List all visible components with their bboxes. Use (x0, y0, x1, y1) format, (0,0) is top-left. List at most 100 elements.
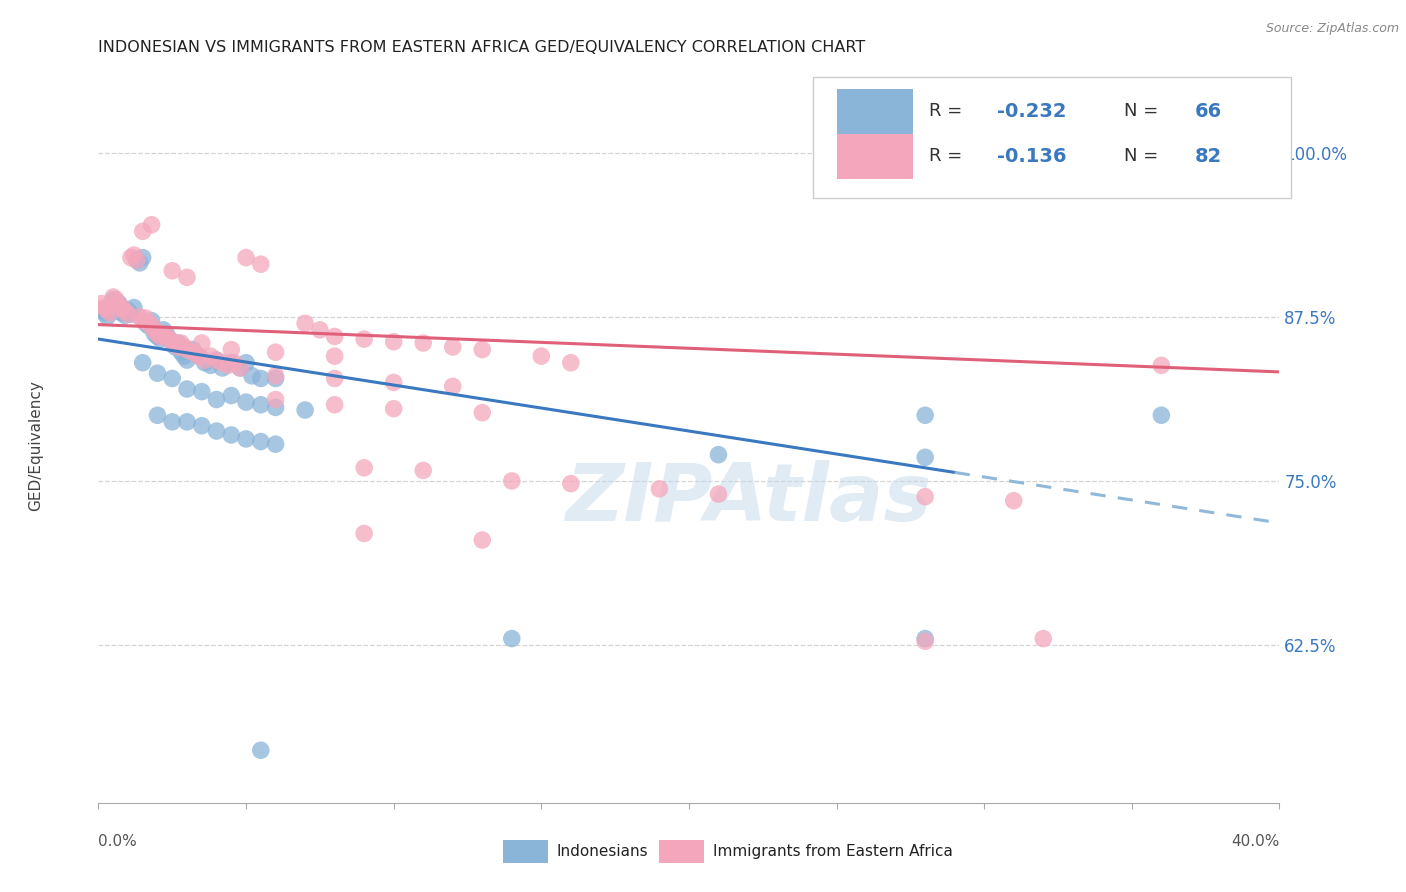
Point (250, 257, 273, 271)
Point (205, 392, 228, 407)
Point (221, 388, 243, 402)
Point (382, 334, 405, 349)
Point (132, 356, 155, 370)
Point (90, 303, 112, 318)
Text: INDONESIAN VS IMMIGRANTS FROM EASTERN AFRICA GED/EQUIVALENCY CORRELATION CHART: INDONESIAN VS IMMIGRANTS FROM EASTERN AF… (98, 40, 866, 55)
FancyBboxPatch shape (813, 77, 1291, 198)
Point (560, 356, 582, 370)
Point (191, 418, 214, 433)
Point (176, 343, 198, 357)
Point (114, 304, 136, 318)
Point (560, 476, 582, 491)
Point (125, 253, 148, 268)
Text: 40.0%: 40.0% (1232, 834, 1279, 849)
Point (382, 376, 405, 390)
Point (111, 301, 134, 315)
Text: R =: R = (929, 147, 967, 165)
Point (441, 379, 464, 393)
Point (122, 248, 145, 262)
Point (146, 326, 169, 341)
Point (1032, 632, 1054, 646)
Point (211, 361, 233, 376)
Point (132, 224, 155, 238)
Point (235, 356, 257, 370)
Point (914, 634, 936, 648)
Point (264, 368, 287, 383)
Point (264, 437, 287, 451)
Point (181, 345, 204, 359)
Text: N =: N = (1123, 147, 1164, 165)
Point (152, 323, 174, 337)
Point (103, 293, 125, 307)
Point (1150, 359, 1173, 373)
Point (250, 743, 273, 757)
Point (294, 403, 316, 417)
Point (914, 450, 936, 465)
Point (135, 311, 157, 326)
Point (707, 487, 730, 501)
Point (146, 329, 169, 343)
Point (353, 332, 375, 346)
Point (191, 336, 214, 351)
Point (323, 349, 346, 363)
Point (149, 329, 172, 343)
Point (143, 323, 166, 337)
Point (135, 316, 157, 330)
Point (141, 314, 163, 328)
Point (501, 632, 523, 646)
Text: 82: 82 (1195, 146, 1222, 166)
Point (132, 314, 155, 328)
Point (128, 256, 150, 270)
Point (105, 304, 128, 318)
Point (176, 382, 198, 396)
Point (141, 318, 163, 333)
Text: -0.136: -0.136 (997, 146, 1067, 166)
Point (471, 343, 494, 357)
Point (229, 361, 252, 376)
Point (250, 434, 273, 449)
Point (205, 353, 228, 368)
Text: ZIPAtlas: ZIPAtlas (565, 460, 931, 539)
Text: Indonesians: Indonesians (557, 845, 648, 859)
Point (235, 251, 257, 265)
Point (294, 316, 316, 330)
Point (323, 371, 346, 385)
Point (103, 290, 125, 304)
FancyBboxPatch shape (837, 134, 914, 178)
Point (530, 349, 553, 363)
Point (162, 334, 183, 349)
Point (149, 332, 172, 346)
Point (108, 296, 131, 310)
Point (914, 632, 936, 646)
Point (120, 251, 142, 265)
Point (412, 463, 434, 477)
Point (170, 336, 193, 351)
Point (117, 303, 139, 318)
Point (412, 336, 434, 351)
Point (90, 296, 112, 310)
Point (240, 368, 263, 383)
Point (162, 415, 183, 429)
Point (264, 371, 287, 385)
Point (309, 323, 332, 337)
Point (323, 329, 346, 343)
Point (146, 409, 169, 423)
Point (114, 309, 136, 323)
Point (173, 340, 195, 354)
Point (93, 301, 115, 315)
Text: 66: 66 (1195, 102, 1222, 120)
Point (211, 356, 233, 370)
Point (224, 356, 246, 370)
Text: N =: N = (1123, 103, 1164, 120)
Point (187, 349, 209, 363)
Point (187, 349, 209, 363)
Point (120, 307, 142, 321)
Point (167, 336, 190, 351)
Point (122, 301, 145, 315)
Point (157, 332, 180, 346)
Text: -0.232: -0.232 (997, 102, 1067, 120)
Point (176, 270, 198, 285)
Point (176, 353, 198, 368)
Point (138, 318, 160, 333)
Point (176, 415, 198, 429)
